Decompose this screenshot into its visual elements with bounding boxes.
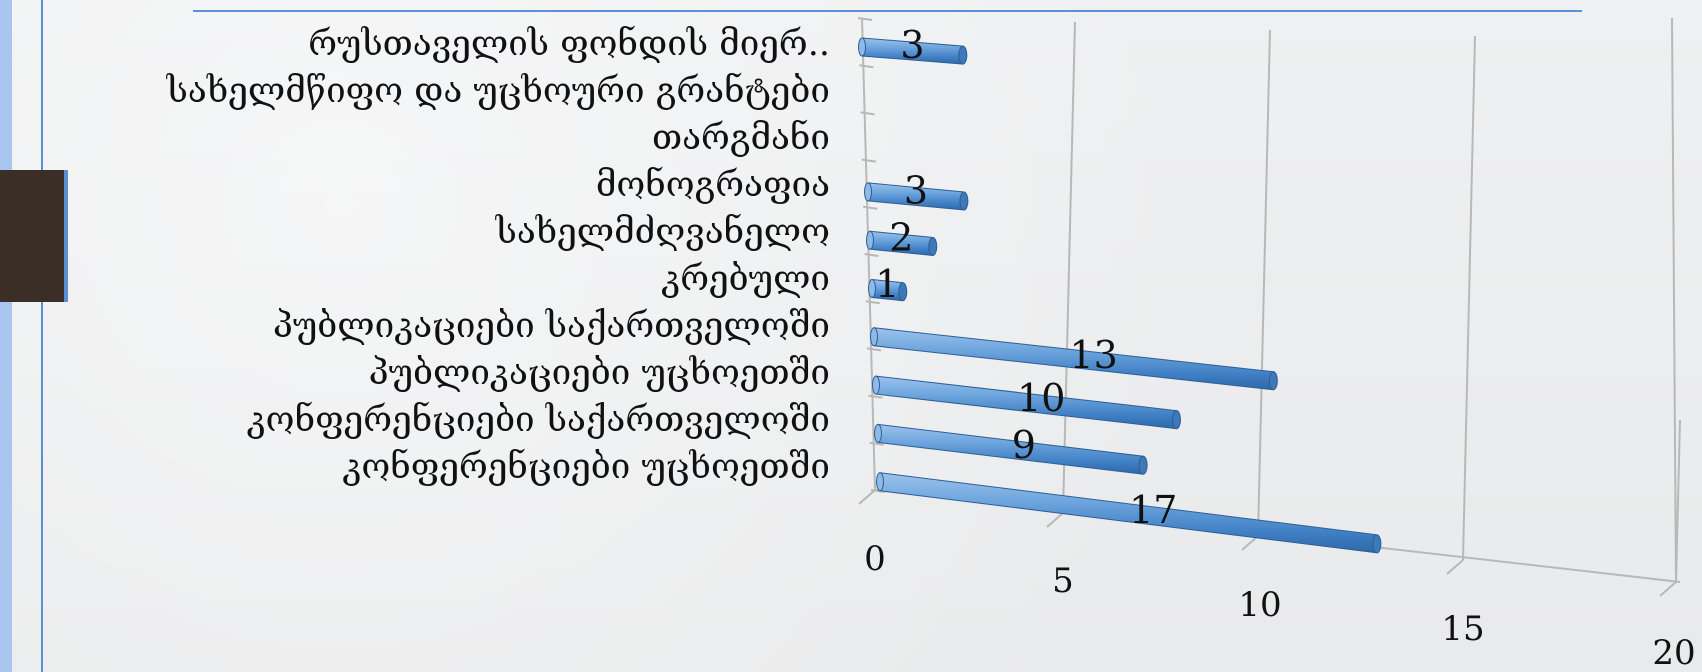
chart-axis-tick [869, 441, 884, 446]
data-label: 13 [1069, 333, 1117, 377]
category-label: კრებული [661, 259, 830, 299]
bar [874, 423, 1148, 475]
bar [872, 375, 1181, 430]
chart-axis-tick [863, 205, 878, 210]
chart-floor-tick [1446, 559, 1464, 575]
bar-end-cap [928, 236, 938, 256]
category-label: კონფერენციები საქართველოში [247, 400, 830, 440]
data-label: 2 [889, 215, 913, 259]
x-tick-label: 0 [864, 539, 886, 579]
bar-start-cap [872, 375, 880, 395]
x-tick-label: 15 [1441, 609, 1484, 649]
bar-end-cap [898, 282, 908, 302]
bar [876, 472, 1382, 554]
data-label: 17 [1129, 488, 1177, 532]
chart-floor-tick [1046, 512, 1064, 528]
bar-end-cap [1372, 534, 1382, 554]
bar-start-cap [858, 37, 866, 57]
chart-labels: 0 5 10 15 20 რუსთაველის ფონდის მიერ.. სახელმწი… [166, 23, 1696, 672]
bar-start-cap [874, 423, 882, 443]
chart-gridline [1671, 17, 1677, 583]
category-label: სახელმძღვანელო [495, 212, 830, 252]
chart-floor-tick [1241, 535, 1259, 551]
chart-axis-tick [864, 253, 879, 257]
x-tick-label: 20 [1652, 633, 1695, 672]
chart-floor-tick [1659, 581, 1677, 597]
data-label: 10 [1017, 376, 1065, 420]
bar-end-cap [958, 45, 968, 65]
chart-floor-tick [858, 489, 876, 505]
bar-start-cap [864, 182, 872, 202]
bar-end-cap [1172, 410, 1181, 430]
chart-gridlines [1062, 17, 1681, 583]
chart-axis-tick [860, 111, 875, 116]
chart-axis-tick [861, 158, 877, 163]
chart-axis-tick [859, 64, 874, 69]
bar-start-cap [868, 279, 876, 298]
chart-right-edge [1675, 419, 1681, 583]
chart-axis-tick [866, 347, 882, 352]
x-tick-label: 5 [1052, 561, 1074, 601]
bar-body [877, 423, 1144, 475]
left-accent-band [0, 0, 12, 672]
chart-bars [858, 37, 1382, 554]
data-label: 9 [1012, 423, 1036, 467]
chart-axis-tick [865, 300, 880, 305]
bar [868, 278, 908, 302]
category-label: პუბლიკაციები უცხოეთში [369, 353, 830, 393]
category-label: თარგმანი [652, 118, 830, 158]
bar-end-cap [959, 191, 969, 211]
bar [864, 182, 969, 211]
category-label: პუბლიკაციები საქართველოში [273, 306, 830, 346]
category-label: მონოგრაფია [596, 165, 830, 205]
dark-side-tab [0, 170, 68, 302]
bar-start-cap [876, 472, 884, 492]
bar-start-cap [870, 327, 878, 347]
bar [870, 327, 1278, 391]
top-accent-rule [193, 10, 1582, 12]
data-label: 3 [900, 23, 924, 67]
left-accent-rule [41, 0, 43, 672]
category-label: სახელმწიფო და უცხოური გრანტები [166, 71, 830, 111]
bar-end-cap [1138, 455, 1148, 475]
data-label: 3 [904, 168, 928, 212]
bar-start-cap [866, 230, 874, 250]
bar [858, 37, 968, 65]
data-label: 1 [875, 262, 899, 306]
x-tick-label: 10 [1238, 585, 1281, 625]
chart-gridline [1257, 29, 1271, 537]
chart-gridline [1462, 35, 1476, 561]
chart-axis-tick [857, 17, 873, 21]
category-label: კონფერენციები უცხოეთში [342, 447, 830, 487]
bar [866, 230, 938, 257]
chart-gridline [1062, 21, 1076, 514]
category-label: რუსთაველის ფონდის მიერ.. [308, 24, 830, 64]
bar-end-cap [1268, 371, 1278, 391]
chart-axis-tick [868, 394, 883, 399]
